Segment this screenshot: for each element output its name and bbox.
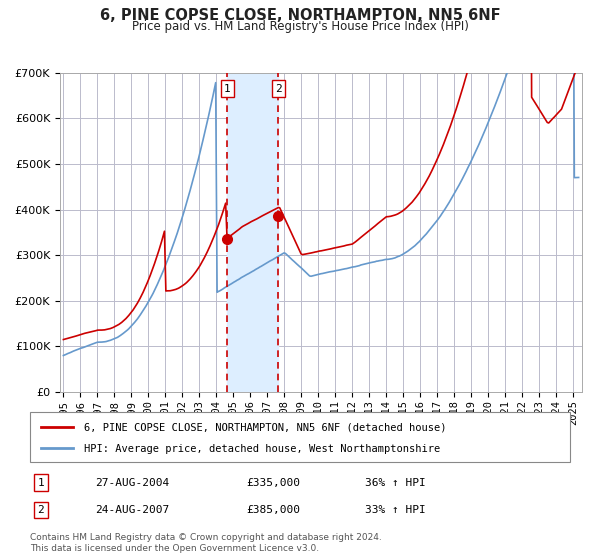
Text: 33% ↑ HPI: 33% ↑ HPI (365, 505, 425, 515)
Text: 2: 2 (37, 505, 44, 515)
Bar (227, 73, 278, 392)
Text: HPI: Average price, detached house, West Northamptonshire: HPI: Average price, detached house, West… (84, 444, 440, 454)
Text: 6, PINE COPSE CLOSE, NORTHAMPTON, NN5 6NF: 6, PINE COPSE CLOSE, NORTHAMPTON, NN5 6N… (100, 8, 500, 24)
Text: Contains HM Land Registry data © Crown copyright and database right 2024.: Contains HM Land Registry data © Crown c… (30, 533, 382, 542)
Text: £385,000: £385,000 (246, 505, 300, 515)
Text: 27-AUG-2004: 27-AUG-2004 (95, 478, 169, 488)
Text: Price paid vs. HM Land Registry's House Price Index (HPI): Price paid vs. HM Land Registry's House … (131, 20, 469, 32)
Text: £335,000: £335,000 (246, 478, 300, 488)
FancyBboxPatch shape (30, 412, 570, 462)
Text: 1: 1 (37, 478, 44, 488)
Text: 6, PINE COPSE CLOSE, NORTHAMPTON, NN5 6NF (detached house): 6, PINE COPSE CLOSE, NORTHAMPTON, NN5 6N… (84, 423, 446, 433)
Text: 2: 2 (275, 84, 282, 94)
Text: 1: 1 (224, 84, 231, 94)
Text: 24-AUG-2007: 24-AUG-2007 (95, 505, 169, 515)
Text: This data is licensed under the Open Government Licence v3.0.: This data is licensed under the Open Gov… (30, 544, 319, 553)
Text: 36% ↑ HPI: 36% ↑ HPI (365, 478, 425, 488)
